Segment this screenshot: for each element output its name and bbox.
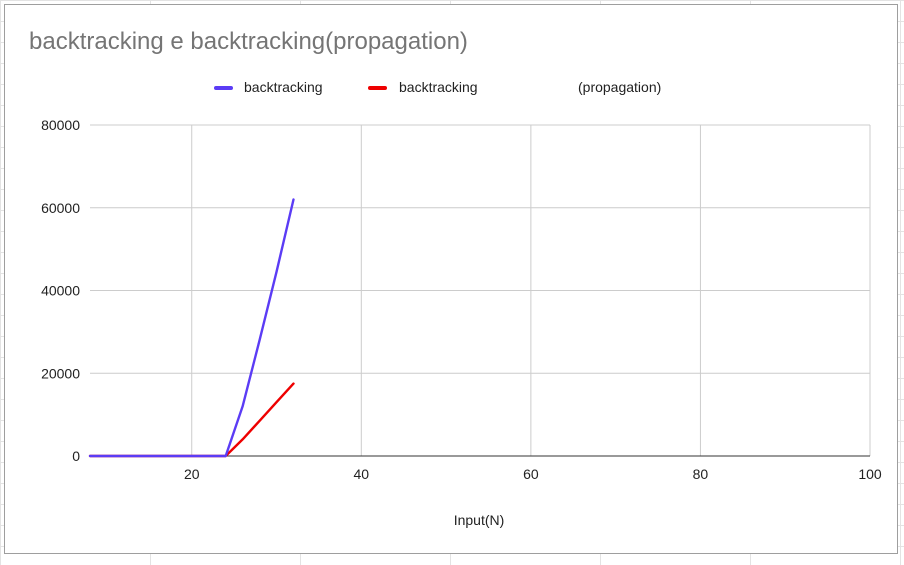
y-tick-label: 60000	[41, 200, 80, 216]
legend-swatch-backtracking-propagation	[368, 86, 387, 90]
series-line-backtracking[interactable]	[88, 198, 295, 458]
legend-label-backtracking-propagation-part2: (propagation)	[578, 79, 662, 95]
x-tick-label: 100	[858, 466, 882, 482]
x-tick-label: 60	[523, 466, 539, 482]
y-tick-label: 40000	[41, 283, 80, 299]
x-tick-label: 40	[354, 466, 370, 482]
legend-label-backtracking-propagation-part1: backtracking	[399, 79, 478, 95]
legend-label-backtracking: backtracking	[244, 79, 323, 95]
y-tick-label: 80000	[41, 117, 80, 133]
y-tick-label: 20000	[41, 365, 80, 381]
x-tick-label: 80	[693, 466, 709, 482]
chart-container[interactable]	[4, 4, 898, 554]
gridlines	[90, 124, 871, 456]
series-lines	[88, 198, 295, 458]
y-tick-label: 0	[72, 448, 80, 464]
x-tick-label: 20	[184, 466, 200, 482]
legend-swatch-backtracking	[214, 86, 233, 90]
tick-labels: 0 20000 40000 60000 80000 20 40 60 80 100	[41, 117, 882, 482]
chart-title: backtracking e backtracking(propagation)	[29, 28, 468, 55]
x-axis-title: Input(N)	[454, 512, 505, 528]
